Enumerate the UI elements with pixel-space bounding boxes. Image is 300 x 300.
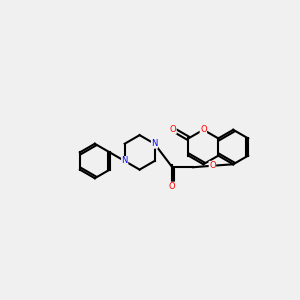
Text: N: N <box>151 139 158 148</box>
Text: O: O <box>209 161 216 170</box>
Text: O: O <box>200 125 207 134</box>
Text: O: O <box>170 125 176 134</box>
Text: N: N <box>122 157 128 166</box>
Text: O: O <box>169 182 175 191</box>
